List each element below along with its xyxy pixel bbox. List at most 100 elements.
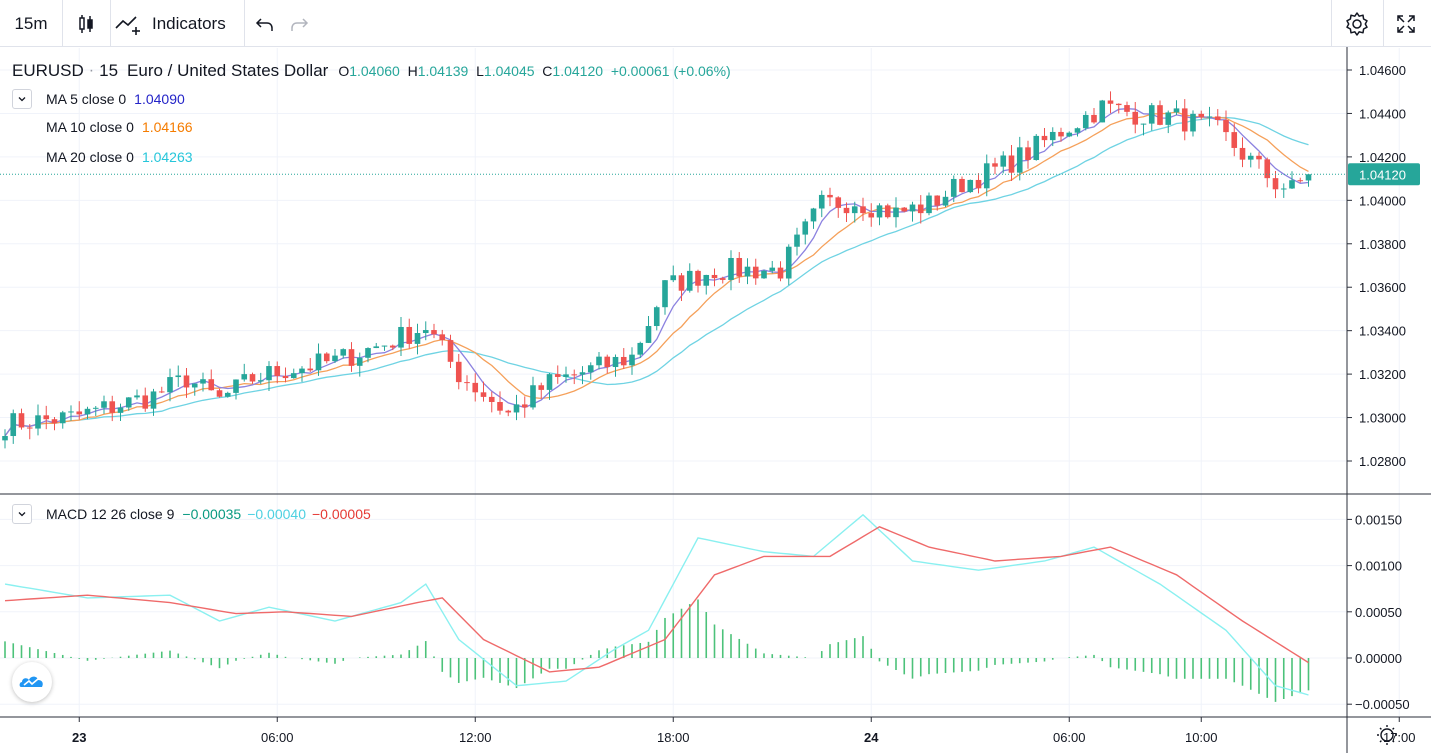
candle-body <box>571 374 578 376</box>
candle-body <box>546 374 553 390</box>
candle-body <box>604 356 611 368</box>
candle-body <box>794 234 800 247</box>
undo-button[interactable] <box>250 0 280 47</box>
chevron-down-icon <box>18 97 26 102</box>
candle-body <box>818 194 825 209</box>
price-tick-label: 1.03000 <box>1359 411 1406 426</box>
time-tick-label: 23 <box>72 730 86 745</box>
candle-body <box>497 401 503 411</box>
candle-body <box>167 377 173 393</box>
candle-body <box>1223 119 1229 133</box>
candle-body <box>843 207 850 214</box>
candle-body <box>893 207 899 218</box>
candle-body <box>703 274 710 286</box>
macd-tick-label: 0.00000 <box>1355 651 1402 666</box>
symbol-description: Euro / United States Dollar <box>127 61 329 80</box>
change-value: +0.00061 (+0.06%) <box>610 63 731 79</box>
candle-body <box>158 391 165 393</box>
candle-body <box>488 396 495 402</box>
price-tick-label: 1.04600 <box>1359 63 1406 78</box>
candle-body <box>513 404 520 413</box>
ma10-name[interactable]: MA 10 close 0 <box>46 119 134 135</box>
candle-body <box>1231 132 1238 148</box>
signal-value: −0.00040 <box>247 506 306 522</box>
interval-button[interactable]: 15m <box>14 13 48 33</box>
time-tick-label: 18:00 <box>657 730 690 745</box>
macd-name[interactable]: MACD 12 26 close 9 <box>46 506 175 522</box>
indicators-button[interactable]: Indicators <box>114 0 242 47</box>
tradingview-logo-button[interactable] <box>12 662 52 702</box>
signal-line <box>4 526 1309 673</box>
symbol-name[interactable]: EURUSD <box>12 61 84 80</box>
candle-body <box>926 195 932 214</box>
candle-body <box>1198 113 1205 117</box>
collapse-macd-button[interactable] <box>12 504 32 524</box>
ma10-line <box>4 111 1309 437</box>
candle-body <box>2 436 8 441</box>
candle-body <box>18 413 25 428</box>
time-axis[interactable]: 23 06:00 12:00 18:00 24 06:00 10:00 17:00 <box>72 717 1416 745</box>
time-tick-label: 06:00 <box>261 730 294 745</box>
symbol-legend: EURUSD · 15 Euro / United States Dollar … <box>12 61 731 81</box>
price-tick-label: 1.03400 <box>1359 324 1406 339</box>
fullscreen-button[interactable] <box>1386 0 1426 47</box>
candle-body <box>1058 131 1064 137</box>
undo-icon <box>255 17 273 31</box>
ma5-name[interactable]: MA 5 close 0 <box>46 91 127 107</box>
ohlc-values: O1.04060 H1.04139 L1.04045 C1.04120 +0.0… <box>338 63 730 79</box>
candle-body <box>348 349 355 366</box>
candle-body <box>1157 105 1163 125</box>
candle-body <box>274 366 281 376</box>
axis-settings-button[interactable] <box>1377 725 1397 745</box>
candle-body <box>92 407 99 409</box>
cloud-logo-icon <box>19 676 43 687</box>
candle-body <box>1173 108 1180 113</box>
candle-body <box>76 411 83 415</box>
gear-icon <box>1346 11 1368 36</box>
collapse-legend-button[interactable] <box>12 89 32 109</box>
candle-body <box>934 195 941 206</box>
candle-body <box>554 374 561 377</box>
open-label: O <box>338 63 350 79</box>
candle-body <box>851 206 858 214</box>
candle-body <box>1016 147 1023 173</box>
candle-body <box>134 395 140 398</box>
chart-type-button[interactable] <box>64 0 108 47</box>
candle-body <box>777 267 784 279</box>
candle-body <box>266 366 272 381</box>
candle-body <box>332 355 338 362</box>
candle-body <box>1206 116 1213 118</box>
macd-axis[interactable]: 0.00150 0.00100 0.00050 0.00000 −0.00050 <box>1347 512 1410 712</box>
indicators-icon <box>115 15 140 35</box>
candle-body <box>1256 155 1262 160</box>
price-tick-label: 1.04400 <box>1359 106 1406 121</box>
candle-body <box>1165 112 1172 125</box>
candle-body <box>1132 111 1139 125</box>
candlestick-icon <box>79 14 93 33</box>
candle-body <box>290 373 297 379</box>
time-tick-label: 10:00 <box>1185 730 1218 745</box>
redo-button[interactable] <box>284 0 314 47</box>
candle-body <box>1181 108 1188 132</box>
candle-body <box>109 401 116 413</box>
macd-tick-label: 0.00100 <box>1355 559 1402 574</box>
candle-body <box>142 395 149 409</box>
candle-body <box>307 368 314 371</box>
candle-body <box>917 204 924 214</box>
candle-body <box>761 270 767 279</box>
candle-body <box>728 257 734 280</box>
candle-body <box>414 333 421 344</box>
candle-body <box>959 178 965 193</box>
candle-body <box>686 270 693 291</box>
candle-body <box>1140 123 1147 125</box>
candle-body <box>43 415 50 420</box>
candle-body <box>1124 105 1130 112</box>
ma20-name[interactable]: MA 20 close 0 <box>46 149 134 165</box>
candle-body <box>785 246 792 279</box>
candle-body <box>587 365 594 373</box>
candle-body <box>579 372 586 375</box>
price-axis[interactable]: 1.04600 1.04400 1.04200 1.04000 1.03800 1.036… <box>1347 63 1406 469</box>
candle-body <box>315 353 322 371</box>
settings-button[interactable] <box>1334 0 1380 47</box>
